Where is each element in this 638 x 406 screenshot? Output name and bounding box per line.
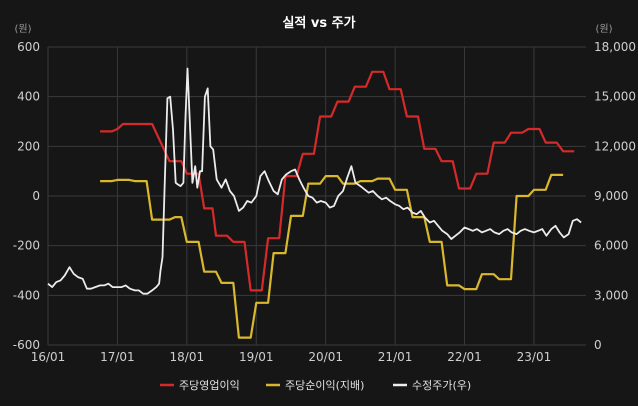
x-tick-label: 20/01 [308,350,343,364]
series-line-2 [100,173,564,339]
series-lines [47,67,582,339]
x-tick-label: 18/01 [170,350,205,364]
left-tick-label: 200 [17,139,40,153]
x-tick-label: 21/01 [378,350,413,364]
x-tick-label: 16/01 [31,350,66,364]
x-tick-label: 19/01 [239,350,274,364]
legend-label-2: 주당순이익(지배) [285,379,364,392]
right-tick-label: 15,000 [594,90,636,104]
chart-title: 실적 vs 주가 [282,15,355,31]
right-tick-label: 9,000 [594,189,628,203]
x-axis-ticks: 16/01 17/01 18/01 19/01 20/01 21/01 22/01 23/01 [31,350,552,364]
left-axis-ticks: 600 400 200 0 -200 -400 -600 [13,40,40,352]
right-tick-label: 0 [594,338,602,352]
right-axis-unit: (원) [595,23,612,35]
right-tick-label: 18,000 [594,40,636,54]
series-line-3 [47,67,582,295]
left-tick-label: 400 [17,90,40,104]
right-tick-label: 3,000 [594,288,628,302]
right-tick-label: 6,000 [594,239,628,253]
legend-label-3: 수정주가(우) [412,379,471,392]
left-tick-label: -400 [13,288,40,302]
left-axis-unit: (원) [14,23,31,35]
left-tick-label: -600 [13,338,40,352]
legend-label-1: 주당영업이익 [179,379,240,392]
left-tick-label: 600 [17,40,40,54]
x-tick-label: 17/01 [100,350,135,364]
right-axis-ticks: 18,000 15,000 12,000 9,000 6,000 3,000 0 [594,40,636,352]
x-tick-label: 23/01 [517,350,552,364]
grid [47,46,586,346]
right-tick-label: 12,000 [594,139,636,153]
left-tick-label: -200 [13,239,40,253]
legend: 주당영업이익 주당순이익(지배) 수정주가(우) [160,379,471,392]
left-tick-label: 0 [32,189,40,203]
x-tick-label: 22/01 [447,350,482,364]
